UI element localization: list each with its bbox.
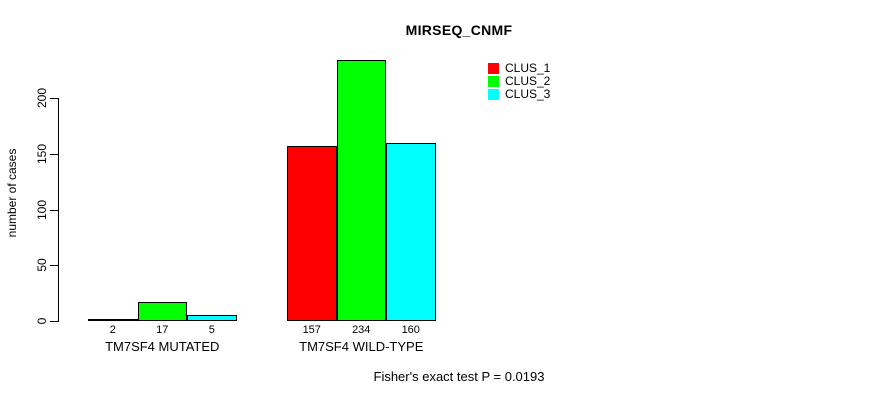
legend-row: CLUS_1 <box>488 62 550 74</box>
legend-label: CLUS_3 <box>505 87 551 101</box>
y-axis-label: number of cases <box>5 148 19 238</box>
y-axis-line <box>58 98 59 322</box>
bar-clus_3-group1 <box>187 315 237 321</box>
legend: CLUS_1 CLUS_2 CLUS_3 <box>488 62 550 101</box>
bar-clus_2-group1 <box>137 302 187 321</box>
y-axis-tick <box>50 321 58 322</box>
legend-swatch-clus_2 <box>488 75 499 87</box>
y-axis-tick-label: 100 <box>35 199 49 220</box>
y-axis-tick <box>50 153 58 155</box>
bar-value-label: 157 <box>302 324 321 336</box>
bar-clus_1-group1 <box>88 318 138 321</box>
legend-swatch-clus_1 <box>488 62 499 74</box>
bar-value-label: 234 <box>352 324 371 336</box>
y-axis-tick <box>50 265 58 267</box>
legend-label: CLUS_2 <box>505 74 551 88</box>
category-label: TM7SF4 MUTATED <box>105 339 220 354</box>
bar-value-label: 2 <box>109 324 116 336</box>
bar-value-label: 160 <box>401 324 420 336</box>
bar-clus_3-group2 <box>386 142 436 321</box>
category-label: TM7SF4 WILD-TYPE <box>299 339 424 354</box>
y-axis-tick <box>50 209 58 211</box>
legend-label: CLUS_1 <box>505 61 551 75</box>
legend-row: CLUS_3 <box>488 88 550 100</box>
y-axis-tick-label: 200 <box>35 87 49 109</box>
bar-value-label: 5 <box>208 324 215 336</box>
y-axis-tick-label: 150 <box>35 143 49 164</box>
bar-clus_2-group2 <box>336 60 386 321</box>
y-axis-tick <box>50 98 58 99</box>
legend-swatch-clus_3 <box>488 88 499 100</box>
bar-clus_1-group2 <box>287 145 337 321</box>
y-axis-tick-label: 50 <box>35 258 49 272</box>
stat-annotation: Fisher's exact test P = 0.0193 <box>373 369 545 384</box>
bar-value-label: 17 <box>156 324 169 336</box>
legend-row: CLUS_2 <box>488 75 550 87</box>
y-axis-tick-label: 0 <box>35 317 49 325</box>
chart-title: MIRSEQ_CNMF <box>405 22 513 38</box>
